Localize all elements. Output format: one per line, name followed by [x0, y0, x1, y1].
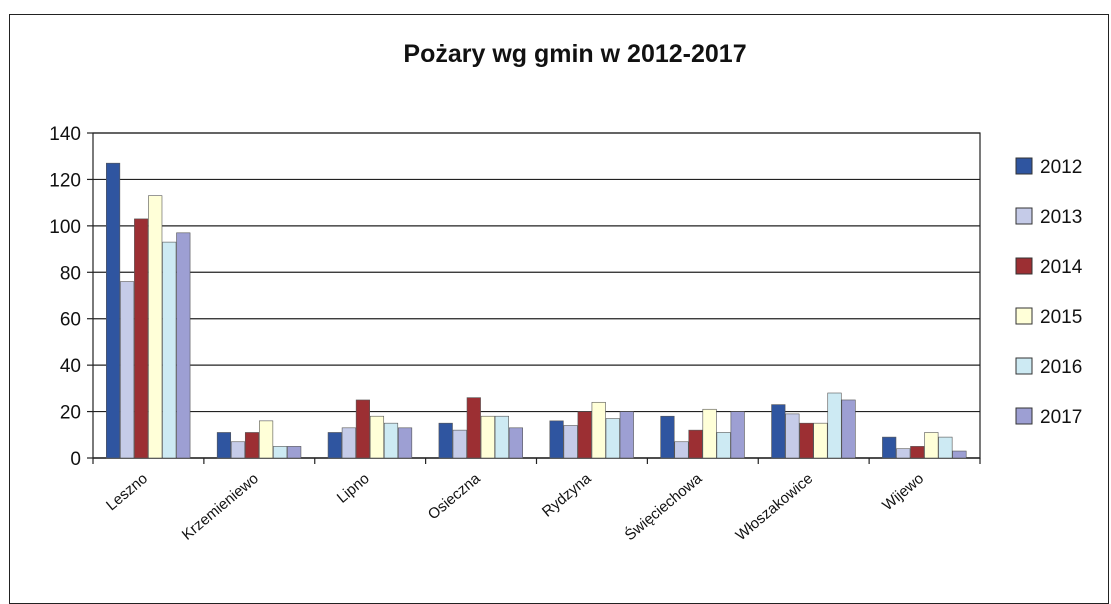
- y-tick-label: 80: [60, 263, 81, 284]
- bar: [508, 427, 523, 459]
- bar: [591, 401, 606, 459]
- bar: [466, 397, 481, 459]
- bar: [176, 232, 191, 459]
- bar: [730, 411, 745, 459]
- bar: [273, 446, 288, 459]
- legend-label: 2012: [1040, 157, 1082, 178]
- y-tick-label: 140: [49, 124, 81, 145]
- bar: [244, 432, 260, 459]
- bar: [688, 429, 703, 459]
- bar: [799, 422, 814, 459]
- bar: [549, 420, 564, 459]
- bar: [397, 427, 413, 459]
- bar: [287, 446, 302, 459]
- y-tick-label: 100: [49, 217, 81, 238]
- bar: [660, 415, 675, 459]
- bar: [827, 392, 842, 459]
- bar: [148, 195, 163, 459]
- bar: [438, 422, 453, 459]
- x-tick-label: Rydzyna: [539, 470, 595, 521]
- x-tick-label: Włoszakowice: [733, 470, 817, 544]
- legend-swatch: [1015, 307, 1033, 325]
- bar: [619, 411, 634, 459]
- bar: [259, 420, 274, 459]
- bar: [716, 432, 731, 459]
- legend-label: 2016: [1040, 357, 1082, 378]
- legend-swatch: [1015, 407, 1033, 425]
- bar: [452, 429, 467, 459]
- bar: [938, 436, 953, 459]
- bar: [702, 408, 717, 459]
- bar: [341, 427, 356, 459]
- bar: [355, 399, 370, 459]
- bar: [480, 415, 495, 459]
- bar: [771, 404, 786, 459]
- chart-title: Pożary wg gmin w 2012-2017: [403, 40, 747, 68]
- bar: [674, 441, 689, 459]
- bar: [369, 415, 385, 459]
- y-tick-label: 0: [70, 449, 81, 470]
- bar: [230, 441, 246, 459]
- x-tick-label: Lipno: [334, 470, 373, 507]
- bar: [924, 432, 939, 459]
- legend-swatch: [1015, 207, 1033, 225]
- bar: [216, 432, 232, 459]
- bar: [106, 162, 121, 459]
- x-tick-label: Osieczna: [425, 470, 484, 524]
- bar: [813, 422, 828, 459]
- x-tick-label: Święciechowa: [621, 469, 706, 544]
- legend-label: 2015: [1040, 307, 1082, 328]
- legend-swatch: [1015, 157, 1033, 175]
- bar: [120, 281, 135, 459]
- bar: [563, 425, 578, 459]
- bar: [577, 411, 592, 459]
- y-tick-label: 20: [60, 403, 81, 424]
- bar: [383, 422, 399, 459]
- bar: [841, 399, 856, 459]
- bar: [785, 413, 800, 459]
- bar: [910, 446, 925, 459]
- bar: [162, 241, 177, 459]
- x-tick-label: Wijewo: [879, 470, 927, 514]
- x-tick-label: Krzemieniewo: [179, 470, 262, 544]
- bar: [327, 432, 342, 459]
- bar: [494, 415, 509, 459]
- y-tick-label: 40: [60, 356, 81, 377]
- legend-label: 2017: [1040, 407, 1082, 428]
- x-tick-label: Leszno: [103, 470, 151, 514]
- chart-frame: [9, 14, 1109, 604]
- bar: [952, 450, 967, 459]
- legend-label: 2013: [1040, 207, 1082, 228]
- bar: [605, 418, 620, 459]
- y-tick-label: 60: [60, 310, 81, 331]
- bar: [882, 436, 897, 459]
- bar: [896, 448, 911, 459]
- legend-label: 2014: [1040, 257, 1083, 278]
- legend-swatch: [1015, 257, 1033, 275]
- y-tick-label: 120: [49, 170, 81, 191]
- bar: [134, 218, 149, 459]
- legend-swatch: [1015, 357, 1033, 375]
